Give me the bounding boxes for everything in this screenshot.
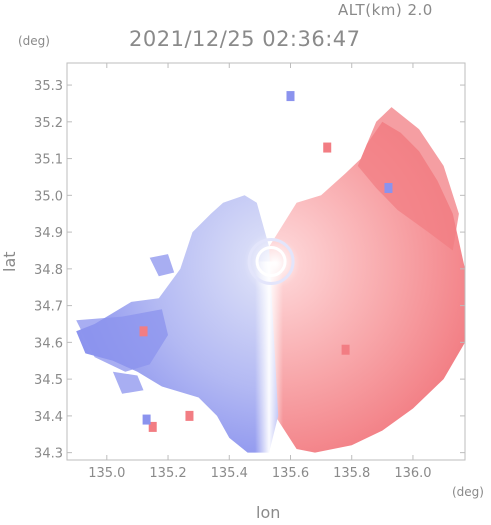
y-tick-label: 34.4 (34, 410, 63, 425)
y-tick-label: 34.8 (34, 263, 63, 278)
echo-region-northwest-patch (149, 254, 175, 277)
x-tick-label: 135.4 (211, 466, 248, 481)
echo-cell (323, 142, 332, 153)
radar-echo-layer (76, 91, 465, 460)
echo-region-west-arm (76, 309, 168, 372)
ground-clutter-ring (247, 238, 295, 285)
ground-clutter-ring (255, 246, 287, 277)
echo-cell (185, 410, 194, 421)
x-tick-label: 136.0 (394, 466, 431, 481)
y-tick-label: 35.3 (34, 79, 63, 94)
y-tick-label: 34.3 (34, 447, 63, 462)
x-axis-label: lon (256, 503, 280, 521)
x-tick-label: 135.2 (149, 466, 186, 481)
plot-border (66, 62, 466, 461)
y-unit-label: (deg) (18, 34, 50, 48)
echo-cell (148, 421, 157, 432)
x-tick-label: 135.6 (272, 466, 309, 481)
echo-region-west-sector (76, 195, 279, 453)
y-tick-label: 34.9 (34, 226, 63, 241)
y-tick-label: 34.7 (34, 300, 63, 315)
y-tick-label: 35.1 (34, 153, 63, 168)
chart-title: 2021/12/25 02:36:47 (129, 27, 361, 51)
axis-frame: 135.0 135.2 135.4 135.6 135.8 136.0 34.3 34.4 34… (34, 62, 466, 481)
zero-velocity-seam (255, 261, 284, 460)
echo-region-northeast-band (357, 107, 459, 251)
echo-cell (142, 414, 151, 425)
y-tick-label: 35.2 (34, 116, 63, 131)
echo-cell (384, 182, 393, 193)
x-unit-label: (deg) (452, 485, 484, 499)
altitude-label: ALT(km) 2.0 (338, 1, 433, 19)
y-tick-label: 34.5 (34, 373, 63, 388)
y-tick-label: 34.6 (34, 336, 63, 351)
y-tick-label: 35.0 (34, 189, 63, 204)
echo-cell (341, 344, 350, 355)
echo-cell (139, 326, 148, 337)
echo-region-southwest-patch (112, 371, 144, 394)
x-tick-label: 135.0 (88, 466, 125, 481)
y-axis-label: lat (0, 251, 19, 272)
x-tick-label: 135.8 (333, 466, 370, 481)
echo-cell (286, 91, 295, 102)
